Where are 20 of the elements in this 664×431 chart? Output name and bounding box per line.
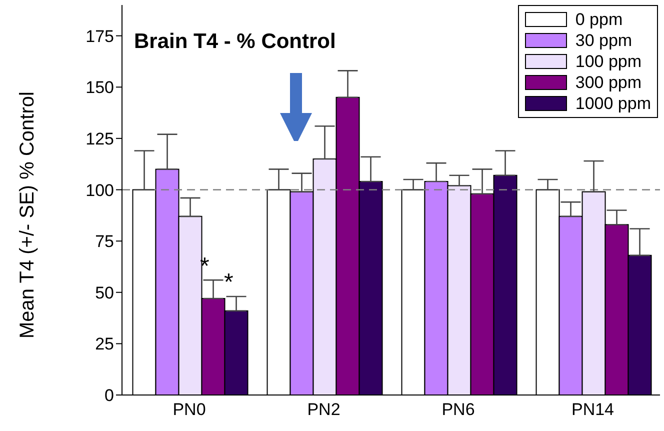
text: Brain T4 - % Control: [134, 30, 336, 54]
x-tick-label: PN2: [307, 400, 340, 420]
y-tick-label: 125: [86, 129, 114, 148]
legend-label: 30 ppm: [575, 30, 632, 50]
y-tick-label: 25: [95, 334, 114, 354]
x-tick-label: PN14: [571, 400, 614, 420]
y-tick-label: 75: [95, 232, 114, 252]
x-tick-label: PN6: [442, 400, 475, 420]
legend-label: 0 ppm: [575, 10, 623, 30]
y-tick-label: 50: [95, 283, 114, 302]
legend-label: 100 ppm: [575, 52, 642, 72]
legend-label: 1000 ppm: [575, 94, 651, 114]
y-tick-label: 0: [104, 386, 114, 406]
y-axis-title: Mean T4 (+/- SE) % Control: [16, 92, 40, 338]
y-tick-label: 150: [86, 78, 114, 98]
annotation: *: [224, 269, 234, 296]
legend-label: 300 ppm: [575, 72, 642, 92]
y-tick-label: 175: [86, 26, 114, 46]
y-tick-label: 100: [86, 180, 114, 200]
x-tick-label: PN0: [172, 400, 206, 420]
